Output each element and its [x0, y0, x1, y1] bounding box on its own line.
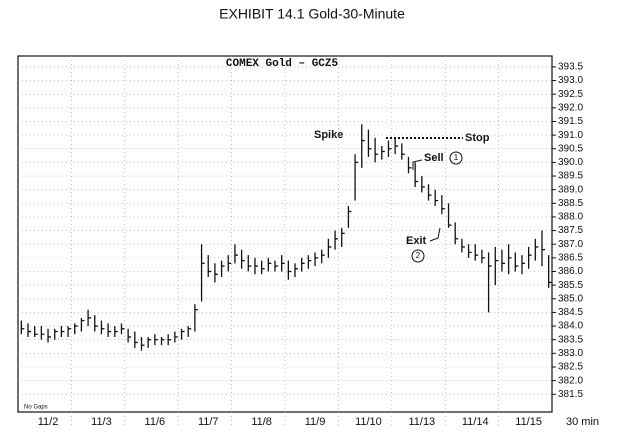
x-tick-label: 11/15 [515, 416, 542, 428]
y-tick-label: 387.0 [558, 239, 583, 250]
x-tick-label: 11/6 [145, 416, 166, 428]
y-tick-label: 392.5 [558, 89, 583, 100]
y-tick-label: 391.5 [558, 116, 583, 127]
y-tick-label: 388.0 [558, 212, 583, 223]
y-tick-label: 385.0 [558, 293, 583, 304]
y-tick-label: 387.5 [558, 225, 583, 236]
y-tick-label: 393.5 [558, 62, 583, 73]
y-tick-label: 386.5 [558, 253, 583, 264]
annotation: Spike [314, 129, 343, 141]
x-tick-label: 11/3 [91, 416, 112, 428]
x-tick-label: 11/14 [462, 416, 489, 428]
annotation: Sell [424, 152, 444, 164]
x-tick-label: 11/10 [355, 416, 382, 428]
y-tick-label: 390.0 [558, 157, 583, 168]
y-tick-label: 392.0 [558, 102, 583, 113]
y-tick-label: 393.0 [558, 75, 583, 86]
annotation: 2 [416, 251, 421, 260]
y-tick-label: 391.0 [558, 130, 583, 141]
y-tick-label: 382.5 [558, 362, 583, 373]
annotation-pointer [429, 227, 441, 242]
x-tick-label: 11/13 [408, 416, 435, 428]
plot-frame [17, 55, 553, 413]
annotation: 1 [454, 153, 459, 162]
y-tick-label: 388.5 [558, 198, 583, 209]
y-tick-label: 381.5 [558, 389, 583, 400]
note: No Gaps [24, 405, 48, 411]
y-tick-label: 382.0 [558, 375, 583, 386]
chart-subtitle: COMEX Gold – GCZ5 [226, 58, 339, 70]
annotation-pointer [412, 159, 423, 170]
y-tick-label: 385.5 [558, 280, 583, 291]
y-tick-label: 383.0 [558, 348, 583, 359]
x-unit-label: 30 min [566, 416, 599, 428]
x-tick-label: 11/9 [305, 416, 326, 428]
annotation-circle [411, 249, 425, 263]
annotation: Exit [406, 235, 427, 247]
y-tick-label: 383.5 [558, 334, 583, 345]
annotation-circle [449, 151, 463, 165]
y-tick-label: 386.0 [558, 266, 583, 277]
x-tick-label: 11/7 [198, 416, 219, 428]
x-tick-label: 11/2 [38, 416, 59, 428]
y-tick-label: 390.5 [558, 143, 583, 154]
annotation: Stop [465, 132, 490, 144]
chart-title: EXHIBIT 14.1 Gold-30-Minute [219, 6, 405, 22]
y-tick-label: 389.5 [558, 171, 583, 182]
y-tick-label: 389.0 [558, 184, 583, 195]
x-tick-label: 11/8 [251, 416, 272, 428]
y-tick-label: 384.0 [558, 321, 583, 332]
y-tick-label: 384.5 [558, 307, 583, 318]
